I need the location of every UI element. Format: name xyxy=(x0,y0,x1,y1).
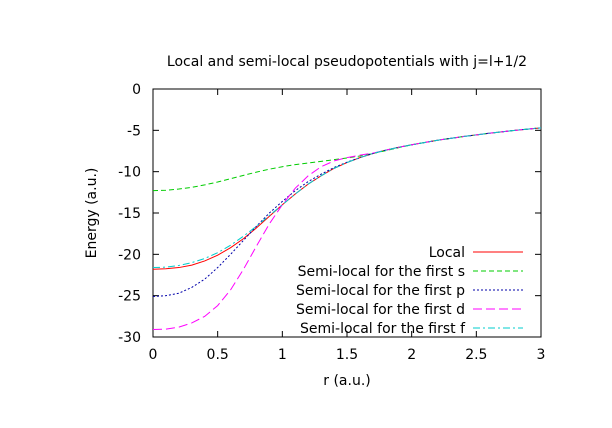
series-line-4 xyxy=(152,127,542,269)
x-tick-label: 1 xyxy=(278,347,287,363)
series-lines xyxy=(152,127,542,331)
x-axis-label: r (a.u.) xyxy=(323,373,370,389)
series-line-1 xyxy=(152,127,542,192)
y-tick-label: -10 xyxy=(118,165,141,181)
series-line-3 xyxy=(152,127,542,331)
legend-label: Semi-local for the first f xyxy=(300,321,466,337)
legend-label: Semi-local for the first d xyxy=(296,302,465,318)
x-tick-label: 0.5 xyxy=(207,347,229,363)
series-line-0 xyxy=(152,127,542,270)
y-tick-label: -5 xyxy=(127,123,141,139)
x-axis: 0 0.5 1 1.5 2 2.5 3 xyxy=(149,89,546,363)
x-tick-label: 1.5 xyxy=(336,347,358,363)
x-tick-label: 2.5 xyxy=(465,347,487,363)
legend-label: Semi-local for the first p xyxy=(296,283,465,299)
y-tick-label: 0 xyxy=(132,82,141,98)
chart-title: Local and semi-local pseudopotentials wi… xyxy=(167,54,527,70)
y-tick-label: -30 xyxy=(118,330,141,346)
x-tick-label: 2 xyxy=(407,347,416,363)
y-tick-label: -25 xyxy=(118,289,141,305)
x-tick-label: 3 xyxy=(537,347,546,363)
y-axis: 0 -5 -10 -15 -20 -25 -30 xyxy=(118,82,541,346)
legend-label: Local xyxy=(429,245,465,261)
y-tick-label: -20 xyxy=(118,247,141,263)
legend: Local Semi-local for the first s Semi-loca… xyxy=(296,245,523,337)
series-line-2 xyxy=(152,127,542,297)
y-tick-label: -15 xyxy=(118,206,141,222)
y-axis-label: Energy (a.u.) xyxy=(84,168,100,259)
x-tick-label: 0 xyxy=(149,347,158,363)
plot-frame xyxy=(152,88,542,338)
legend-label: Semi-local for the first s xyxy=(298,264,465,280)
